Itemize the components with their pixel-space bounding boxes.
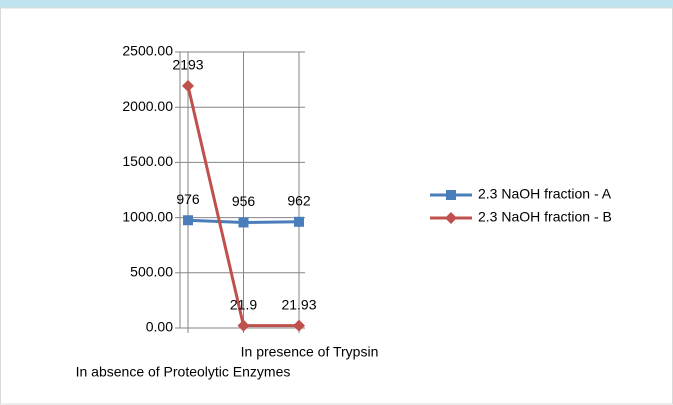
data-label: 21.9 [230,296,257,312]
y-tick-label: 1500.00 [122,153,173,169]
legend-label: 2.3 NaOH fraction - A [478,186,612,202]
data-point [237,319,250,332]
data-point [294,216,304,227]
data-point [238,217,249,228]
y-tick-label: 2500.00 [122,43,173,59]
data-label: 2193 [172,57,203,73]
legend-marker [445,212,457,224]
data-label: 976 [176,191,200,207]
legend-marker [446,190,456,200]
legend-label: 2.3 NaOH fraction - B [478,209,612,225]
y-tick-label: 0.00 [146,319,173,335]
y-tick-label: 2000.00 [122,98,173,114]
data-label: 962 [287,192,311,208]
y-tick-label: 1000.00 [122,208,173,224]
data-point [293,319,305,332]
top-bar [0,0,673,8]
x-tick-label: In presence of Trypsin [241,344,379,360]
data-point [182,79,194,92]
data-point [183,215,193,226]
y-tick-label: 500.00 [130,264,173,280]
data-label: 21.93 [281,296,316,312]
x-tick-label: In absence of Proteolytic Enzymes [76,364,291,380]
data-label: 956 [232,193,256,209]
